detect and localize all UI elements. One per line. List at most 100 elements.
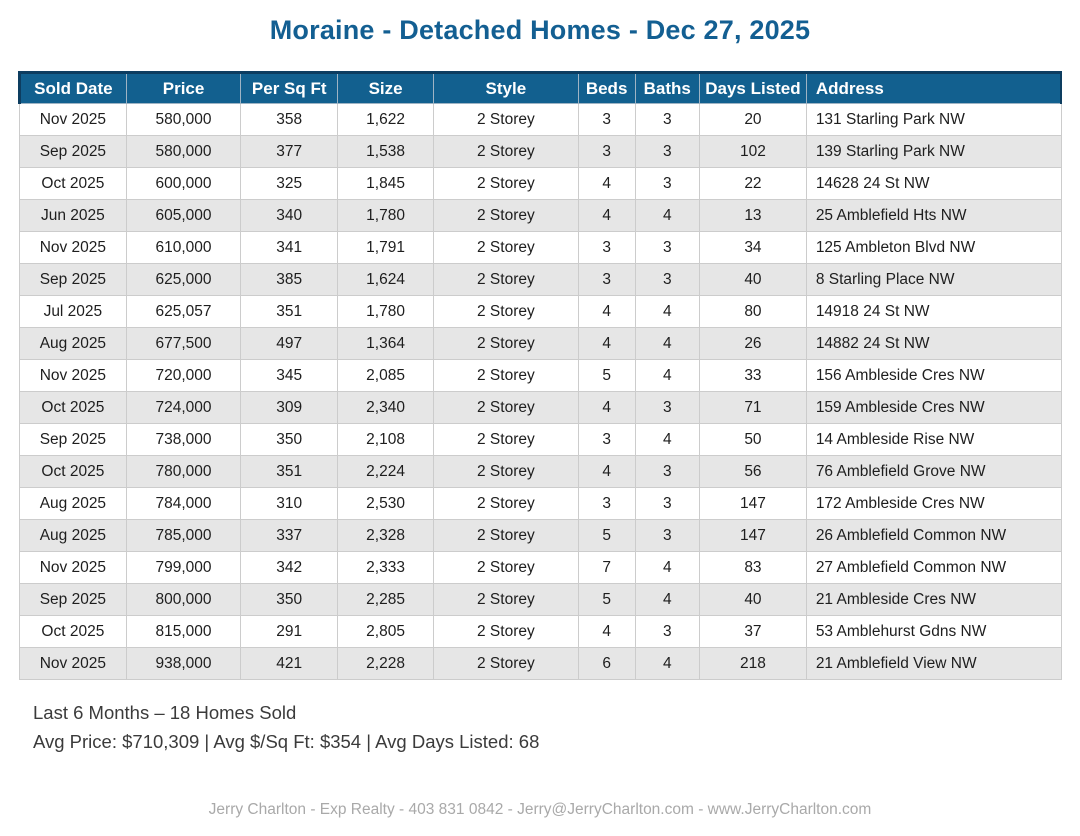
- cell-per-sq-ft: 341: [240, 231, 339, 264]
- cell-beds: 4: [577, 295, 636, 328]
- cell-per-sq-ft: 340: [240, 199, 339, 232]
- cell-per-sq-ft: 358: [240, 103, 339, 136]
- cell-sold-date: Aug 2025: [19, 327, 127, 360]
- cell-beds: 4: [577, 391, 636, 424]
- cell-sold-date: Nov 2025: [19, 551, 127, 584]
- cell-days-listed: 80: [699, 295, 807, 328]
- cell-size: 2,340: [337, 391, 434, 424]
- cell-beds: 4: [577, 455, 636, 488]
- cell-baths: 4: [634, 551, 701, 584]
- cell-price: 625,000: [125, 263, 242, 296]
- cell-style: 2 Storey: [432, 455, 579, 488]
- cell-baths: 3: [634, 263, 701, 296]
- cell-size: 2,530: [337, 487, 434, 520]
- cell-per-sq-ft: 337: [240, 519, 339, 552]
- cell-days-listed: 34: [699, 231, 807, 264]
- page-title: Moraine - Detached Homes - Dec 27, 2025: [269, 15, 811, 45]
- cell-beds: 3: [577, 263, 636, 296]
- cell-days-listed: 56: [699, 455, 807, 488]
- cell-sold-date: Oct 2025: [19, 391, 127, 424]
- cell-days-listed: 147: [699, 519, 807, 552]
- cell-style: 2 Storey: [432, 231, 579, 264]
- cell-address: 156 Ambleside Cres NW: [805, 359, 1062, 392]
- cell-days-listed: 13: [699, 199, 807, 232]
- cell-sold-date: Nov 2025: [19, 231, 127, 264]
- cell-per-sq-ft: 350: [240, 423, 339, 456]
- cell-price: 724,000: [125, 391, 242, 424]
- cell-per-sq-ft: 309: [240, 391, 339, 424]
- cell-beds: 5: [577, 359, 636, 392]
- cell-style: 2 Storey: [432, 551, 579, 584]
- cell-price: 800,000: [125, 583, 242, 616]
- cell-address: 139 Starling Park NW: [805, 135, 1062, 168]
- cell-style: 2 Storey: [432, 487, 579, 520]
- cell-size: 2,108: [337, 423, 434, 456]
- cell-price: 580,000: [125, 103, 242, 136]
- cell-size: 1,364: [337, 327, 434, 360]
- column-header-days-listed: Days Listed: [699, 71, 807, 104]
- table-row: Sep 2025 738,000 350 2,108 2 Storey 3 4 50 14 Am…: [19, 423, 1062, 456]
- cell-address: 14628 24 St NW: [805, 167, 1062, 200]
- cell-baths: 4: [634, 647, 701, 680]
- cell-per-sq-ft: 421: [240, 647, 339, 680]
- cell-days-listed: 71: [699, 391, 807, 424]
- cell-price: 799,000: [125, 551, 242, 584]
- cell-beds: 6: [577, 647, 636, 680]
- cell-address: 125 Ambleton Blvd NW: [805, 231, 1062, 264]
- cell-size: 2,333: [337, 551, 434, 584]
- cell-sold-date: Nov 2025: [19, 359, 127, 392]
- cell-address: 25 Amblefield Hts NW: [805, 199, 1062, 232]
- cell-days-listed: 147: [699, 487, 807, 520]
- column-header-sold-date: Sold Date: [18, 71, 127, 104]
- cell-price: 815,000: [125, 615, 242, 648]
- cell-style: 2 Storey: [432, 647, 579, 680]
- cell-baths: 3: [634, 487, 701, 520]
- table-row: Oct 2025 780,000 351 2,224 2 Storey 4 3 56 76 Am…: [19, 455, 1062, 488]
- cell-sold-date: Nov 2025: [19, 647, 127, 680]
- cell-style: 2 Storey: [432, 519, 579, 552]
- cell-size: 2,328: [337, 519, 434, 552]
- cell-style: 2 Storey: [432, 135, 579, 168]
- cell-size: 2,805: [337, 615, 434, 648]
- cell-per-sq-ft: 351: [240, 455, 339, 488]
- cell-address: 131 Starling Park NW: [805, 103, 1062, 136]
- cell-sold-date: Sep 2025: [19, 263, 127, 296]
- cell-price: 610,000: [125, 231, 242, 264]
- cell-beds: 5: [577, 519, 636, 552]
- cell-style: 2 Storey: [432, 263, 579, 296]
- cell-address: 26 Amblefield Common NW: [805, 519, 1062, 552]
- cell-size: 2,224: [337, 455, 434, 488]
- cell-days-listed: 37: [699, 615, 807, 648]
- cell-sold-date: Jul 2025: [19, 295, 127, 328]
- cell-price: 580,000: [125, 135, 242, 168]
- cell-per-sq-ft: 345: [240, 359, 339, 392]
- cell-size: 2,085: [337, 359, 434, 392]
- cell-style: 2 Storey: [432, 391, 579, 424]
- cell-baths: 3: [634, 231, 701, 264]
- column-header-beds: Beds: [578, 71, 636, 104]
- cell-address: 14 Ambleside Rise NW: [805, 423, 1062, 456]
- cell-address: 172 Ambleside Cres NW: [805, 487, 1062, 520]
- table-row: Nov 2025 580,000 358 1,622 2 Storey 3 3 20 131 S…: [19, 103, 1062, 136]
- cell-price: 784,000: [125, 487, 242, 520]
- table-row: Nov 2025 938,000 421 2,228 2 Storey 6 4 218 21 A…: [19, 647, 1062, 680]
- cell-beds: 3: [577, 423, 636, 456]
- cell-sold-date: Oct 2025: [19, 455, 127, 488]
- cell-sold-date: Nov 2025: [19, 103, 127, 136]
- cell-size: 2,285: [337, 583, 434, 616]
- cell-style: 2 Storey: [432, 103, 579, 136]
- cell-style: 2 Storey: [432, 583, 579, 616]
- cell-baths: 3: [634, 103, 701, 136]
- table-row: Jul 2025 625,057 351 1,780 2 Storey 4 4 80 14918…: [19, 295, 1062, 328]
- table-row: Jun 2025 605,000 340 1,780 2 Storey 4 4 13 25 Am…: [19, 199, 1062, 232]
- cell-per-sq-ft: 342: [240, 551, 339, 584]
- cell-beds: 4: [577, 167, 636, 200]
- cell-address: 76 Amblefield Grove NW: [805, 455, 1062, 488]
- cell-days-listed: 33: [699, 359, 807, 392]
- cell-beds: 4: [577, 199, 636, 232]
- cell-beds: 3: [577, 103, 636, 136]
- cell-price: 785,000: [125, 519, 242, 552]
- table-row: Aug 2025 785,000 337 2,328 2 Storey 5 3 147 26 A…: [19, 519, 1062, 552]
- cell-address: 14882 24 St NW: [805, 327, 1062, 360]
